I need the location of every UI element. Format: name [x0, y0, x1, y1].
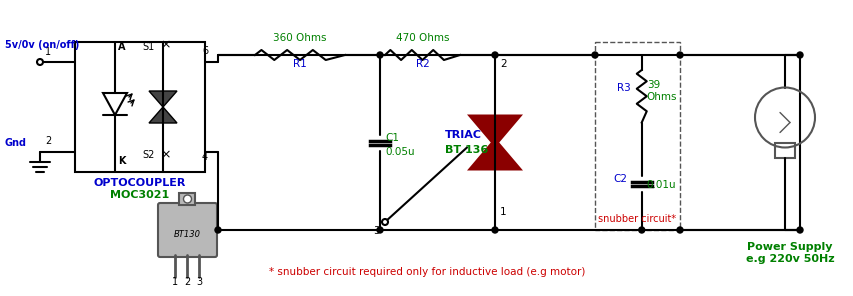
- FancyBboxPatch shape: [158, 203, 217, 257]
- Text: 6: 6: [202, 46, 208, 56]
- Text: 1: 1: [172, 277, 178, 287]
- Text: 2: 2: [45, 136, 51, 146]
- Text: C1: C1: [385, 133, 398, 142]
- Circle shape: [381, 219, 387, 225]
- Text: R1: R1: [293, 59, 306, 69]
- Text: snubber circuit*: snubber circuit*: [598, 214, 676, 224]
- Circle shape: [796, 52, 802, 58]
- Circle shape: [376, 52, 382, 58]
- Text: 0.01u: 0.01u: [646, 180, 676, 190]
- Text: S1: S1: [142, 42, 154, 52]
- Text: 360 Ohms: 360 Ohms: [273, 33, 327, 43]
- Text: ×: ×: [160, 38, 171, 51]
- Circle shape: [491, 52, 497, 58]
- Text: Ohms: Ohms: [646, 92, 676, 102]
- Text: e.g 220v 50Hz: e.g 220v 50Hz: [745, 254, 833, 264]
- Text: BT130: BT130: [174, 229, 200, 239]
- Circle shape: [591, 52, 597, 58]
- Text: 2: 2: [184, 277, 190, 287]
- Text: Power Supply: Power Supply: [746, 242, 832, 252]
- Text: * snubber circuit required only for inductive load (e.g motor): * snubber circuit required only for indu…: [269, 267, 584, 277]
- Bar: [774, 142, 794, 157]
- Bar: [595, 42, 679, 230]
- Circle shape: [676, 52, 682, 58]
- Text: R3: R3: [616, 83, 630, 93]
- Text: OPTOCOUPLER: OPTOCOUPLER: [94, 178, 186, 188]
- Text: 470 Ohms: 470 Ohms: [395, 33, 449, 43]
- Circle shape: [215, 227, 221, 233]
- Circle shape: [638, 227, 644, 233]
- Text: 3: 3: [373, 226, 380, 236]
- Text: TRIAC: TRIAC: [444, 130, 481, 139]
- Text: 3: 3: [196, 277, 202, 287]
- Text: 5v/0v (on/off): 5v/0v (on/off): [5, 40, 79, 50]
- Circle shape: [491, 227, 497, 233]
- Bar: [75, 42, 205, 172]
- Text: 1: 1: [499, 207, 506, 217]
- Circle shape: [183, 195, 191, 203]
- Circle shape: [676, 227, 682, 233]
- Polygon shape: [467, 115, 522, 147]
- Text: 0.05u: 0.05u: [385, 147, 415, 157]
- Text: 2: 2: [499, 59, 506, 69]
- Bar: [179, 193, 195, 205]
- Text: ×: ×: [160, 148, 171, 161]
- Text: A: A: [118, 42, 125, 52]
- Polygon shape: [467, 138, 522, 170]
- Text: R2: R2: [415, 59, 429, 69]
- Text: S2: S2: [142, 150, 154, 160]
- Text: MOC3021: MOC3021: [110, 190, 170, 200]
- Text: BT 136: BT 136: [444, 144, 488, 155]
- Text: Gnd: Gnd: [5, 138, 27, 148]
- Polygon shape: [148, 91, 177, 107]
- Text: C2: C2: [613, 174, 627, 184]
- Text: 1: 1: [45, 47, 51, 57]
- Circle shape: [796, 227, 802, 233]
- Text: 4: 4: [202, 152, 208, 162]
- Circle shape: [37, 59, 43, 65]
- Text: 39: 39: [646, 80, 659, 90]
- Polygon shape: [148, 107, 177, 123]
- Text: K: K: [118, 156, 125, 166]
- Circle shape: [376, 227, 382, 233]
